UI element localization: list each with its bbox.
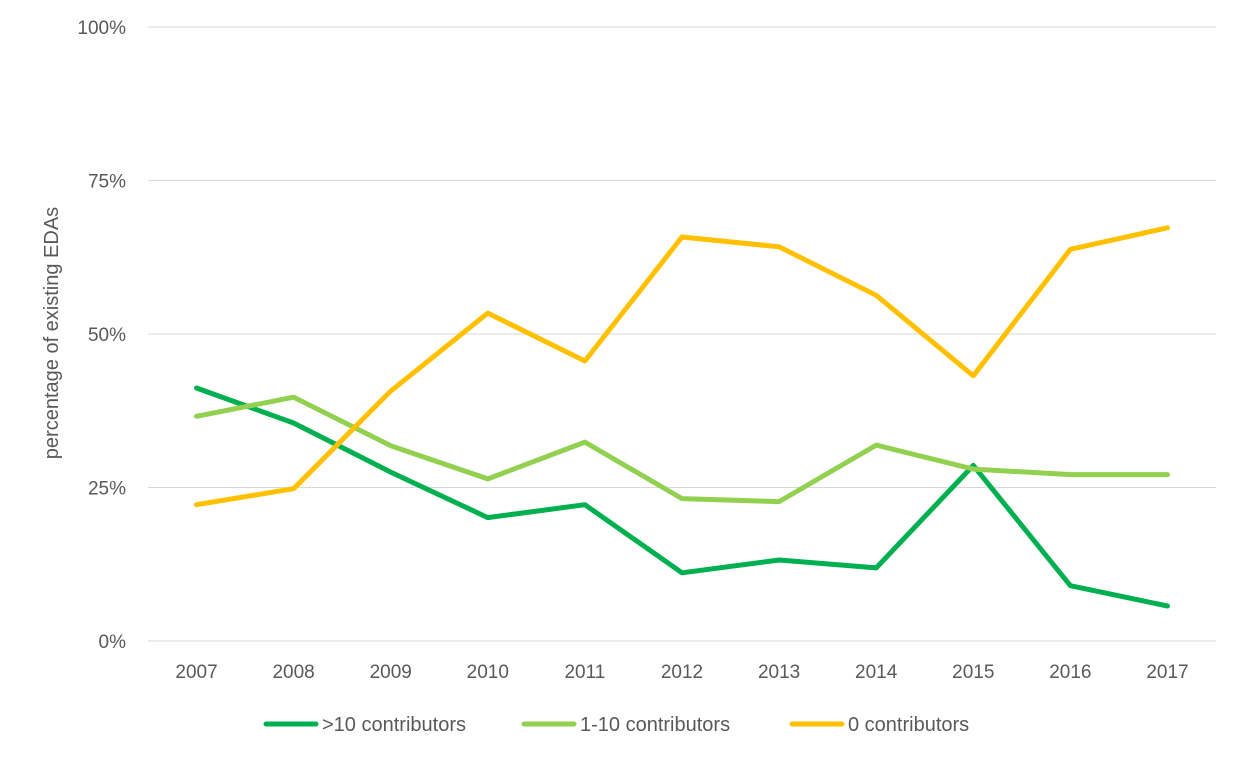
- x-tick-label: 2008: [272, 662, 314, 683]
- legend-item-0: >10 contributors: [263, 714, 466, 736]
- x-tick-label: 2011: [564, 662, 605, 683]
- x-tick-label: 2009: [370, 662, 412, 683]
- gridlines: [148, 26, 1216, 642]
- series-line-1: [194, 394, 1170, 505]
- legend-item-2: 0 contributors: [789, 714, 969, 736]
- x-tick-label: 2017: [1146, 662, 1188, 683]
- y-tick-label: 25%: [88, 479, 126, 500]
- legend-label: >10 contributors: [322, 714, 466, 736]
- y-tick-label: 0%: [99, 632, 127, 653]
- legend-label: 0 contributors: [848, 714, 969, 736]
- x-tick-label: 2013: [758, 662, 800, 683]
- y-axis-ticks: 0% 25% 50% 75% 100%: [77, 18, 126, 653]
- x-tick-label: 2010: [467, 662, 509, 683]
- x-tick-label: 2012: [661, 662, 703, 683]
- x-tick-label: 2015: [952, 662, 994, 683]
- x-tick-label: 2014: [855, 662, 898, 683]
- legend-item-1: 1-10 contributors: [521, 714, 730, 736]
- series-line-0: [194, 385, 1170, 609]
- y-axis-title: percentage of existing EDAs: [41, 207, 63, 459]
- legend: >10 contributors 1-10 contributors 0 contr…: [263, 714, 969, 736]
- series-line-2: [194, 225, 1170, 508]
- x-tick-label: 2007: [175, 662, 217, 683]
- x-axis-ticks: 2007 2008 2009 2010 2011 2012 2013 2014 2015 2016…: [175, 662, 1188, 683]
- series-lines: [194, 225, 1170, 609]
- y-tick-label: 50%: [88, 325, 126, 346]
- y-tick-label: 100%: [77, 18, 126, 39]
- legend-label: 1-10 contributors: [580, 714, 730, 736]
- y-tick-label: 75%: [88, 172, 126, 193]
- x-tick-label: 2016: [1049, 662, 1091, 683]
